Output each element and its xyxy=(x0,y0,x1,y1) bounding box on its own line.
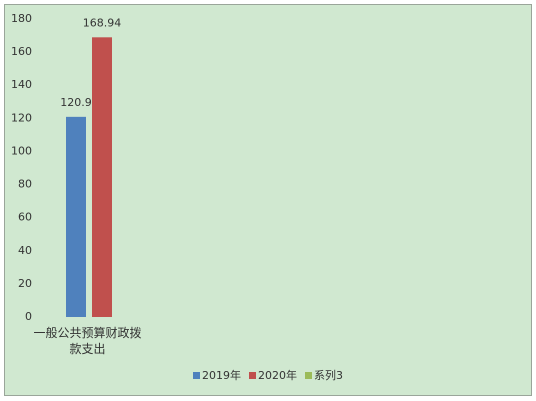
y-tick-label: 180 xyxy=(11,12,32,25)
value-label: 120.9 xyxy=(60,96,92,109)
legend-label: 2020年 xyxy=(258,368,297,382)
bar xyxy=(66,116,86,318)
legend-swatch xyxy=(305,372,312,379)
bar xyxy=(92,37,112,317)
y-tick-label: 60 xyxy=(18,211,32,224)
legend-label: 系列3 xyxy=(314,368,343,382)
y-tick-label: 100 xyxy=(11,144,32,157)
y-tick-label: 0 xyxy=(25,310,32,323)
legend-swatch xyxy=(249,372,256,379)
x-tick-label: 一般公共预算财政拨款支出 xyxy=(33,326,142,356)
y-tick-label: 140 xyxy=(11,78,32,91)
legend-swatch xyxy=(193,372,200,379)
y-tick-label: 20 xyxy=(18,277,32,290)
legend-label: 2019年 xyxy=(202,368,241,382)
y-tick-label: 40 xyxy=(18,244,32,257)
value-label: 168.94 xyxy=(83,16,122,29)
y-tick-label: 120 xyxy=(11,111,32,124)
y-tick-label: 160 xyxy=(11,45,32,58)
y-tick-label: 80 xyxy=(18,178,32,191)
